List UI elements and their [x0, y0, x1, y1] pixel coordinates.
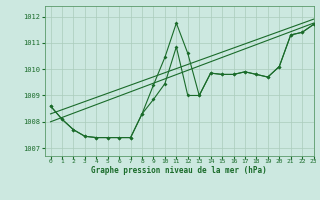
X-axis label: Graphe pression niveau de la mer (hPa): Graphe pression niveau de la mer (hPa) [91, 166, 267, 175]
